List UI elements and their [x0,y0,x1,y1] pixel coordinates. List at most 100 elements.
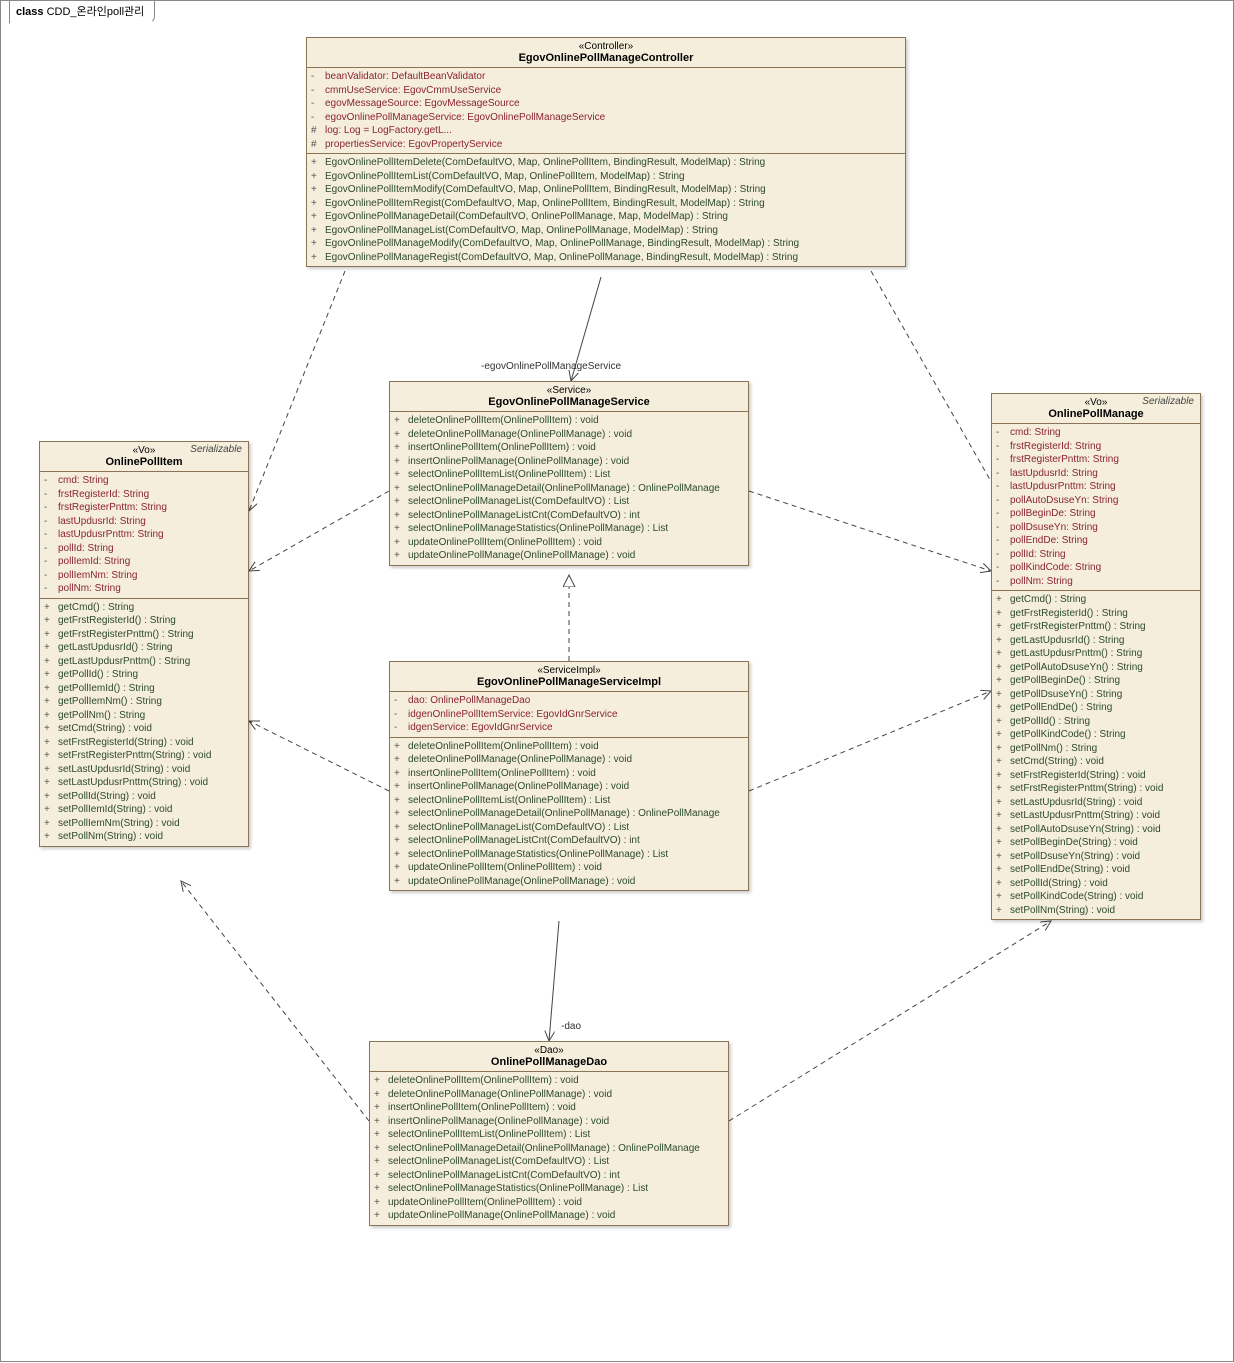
method-row: +setPollId(String) : void [996,877,1196,891]
method-row: +EgovOnlinePollManageDetail(ComDefaultVO… [311,210,901,224]
class-name: OnlinePollManage [998,408,1194,420]
title-prefix: class [16,6,44,18]
attributes-section: -beanValidator: DefaultBeanValidator-cmm… [307,68,905,154]
attribute-row: -dao: OnlinePollManageDao [394,694,744,708]
method-row: +insertOnlinePollItem(OnlinePollItem) : … [394,441,744,455]
class-name: EgovOnlinePollManageServiceImpl [396,676,742,688]
method-row: +getPollDsuseYn() : String [996,688,1196,702]
method-row: +setCmd(String) : void [996,755,1196,769]
method-row: +insertOnlinePollManage(OnlinePollManage… [374,1115,724,1129]
method-row: +setFrstRegisterPnttm(String) : void [996,782,1196,796]
attributes-section: -cmd: String-frstRegisterId: String-frst… [992,424,1200,591]
class-service: «Service»EgovOnlinePollManageService+del… [389,381,749,566]
class-name: OnlinePollManageDao [376,1056,722,1068]
method-row: +setLastUpdusrId(String) : void [44,763,244,777]
method-row: +getCmd() : String [996,593,1196,607]
method-row: +setFrstRegisterPnttm(String) : void [44,749,244,763]
class-voItem: Serializable«Vo»OnlinePollItem-cmd: Stri… [39,441,249,847]
class-header: «ServiceImpl»EgovOnlinePollManageService… [390,662,748,692]
method-row: +setPollNm(String) : void [44,830,244,844]
method-row: +setLastUpdusrPnttm(String) : void [996,809,1196,823]
method-row: +selectOnlinePollManageList(ComDefaultVO… [394,821,744,835]
class-controller: «Controller»EgovOnlinePollManageControll… [306,37,906,267]
attribute-row: #log: Log = LogFactory.getL... [311,124,901,138]
method-row: +deleteOnlinePollManage(OnlinePollManage… [374,1088,724,1102]
attribute-row: -lastUpdusrId: String [996,467,1196,481]
method-row: +setPollNm(String) : void [996,904,1196,918]
method-row: +selectOnlinePollManageListCnt(ComDefaul… [394,509,744,523]
method-row: +selectOnlinePollManageListCnt(ComDefaul… [394,834,744,848]
method-row: +deleteOnlinePollManage(OnlinePollManage… [394,428,744,442]
method-row: +EgovOnlinePollItemModify(ComDefaultVO, … [311,183,901,197]
method-row: +EgovOnlinePollManageList(ComDefaultVO, … [311,224,901,238]
method-row: +getFrstRegisterId() : String [996,607,1196,621]
attribute-row: -pollIemNm: String [44,569,244,583]
stereotype: «Controller» [313,41,899,52]
attribute-row: -egovOnlinePollManageService: EgovOnline… [311,111,901,125]
attribute-row: -frstRegisterId: String [996,440,1196,454]
method-row: +selectOnlinePollManageDetail(OnlinePoll… [394,807,744,821]
method-row: +getPollId() : String [44,668,244,682]
method-row: +getLastUpdusrPnttm() : String [996,647,1196,661]
method-row: +deleteOnlinePollItem(OnlinePollItem) : … [394,414,744,428]
method-row: +getCmd() : String [44,601,244,615]
class-diagram: class CDD_온라인poll관리 -egovOnlinePollManag… [0,0,1234,1362]
methods-section: +EgovOnlinePollItemDelete(ComDefaultVO, … [307,154,905,266]
method-row: +setPollBeginDe(String) : void [996,836,1196,850]
method-row: +deleteOnlinePollManage(OnlinePollManage… [394,753,744,767]
attribute-row: -pollKindCode: String [996,561,1196,575]
class-dao: «Dao»OnlinePollManageDao +deleteOnlinePol… [369,1041,729,1226]
method-row: +setPollKindCode(String) : void [996,890,1196,904]
class-voManage: Serializable«Vo»OnlinePollManage-cmd: St… [991,393,1201,920]
connector [749,691,991,791]
stereotype: «ServiceImpl» [396,665,742,676]
method-row: +updateOnlinePollItem(OnlinePollItem) : … [394,536,744,550]
attribute-row: -frstRegisterPnttm: String [44,501,244,515]
method-row: +deleteOnlinePollItem(OnlinePollItem) : … [374,1074,724,1088]
method-row: +getLastUpdusrPnttm() : String [44,655,244,669]
methods-section: +deleteOnlinePollItem(OnlinePollItem) : … [390,412,748,565]
method-row: +getPollBeginDe() : String [996,674,1196,688]
attribute-row: -beanValidator: DefaultBeanValidator [311,70,901,84]
connector [249,491,389,571]
method-row: +selectOnlinePollManageListCnt(ComDefaul… [374,1169,724,1183]
stereotype: «Dao» [376,1045,722,1056]
method-row: +getFrstRegisterPnttm() : String [996,620,1196,634]
attribute-row: -idgenOnlinePollItemService: EgovIdGnrSe… [394,708,744,722]
attribute-row: -frstRegisterId: String [44,488,244,502]
method-row: +setPollDsuseYn(String) : void [996,850,1196,864]
methods-section: +deleteOnlinePollItem(OnlinePollItem) : … [390,738,748,891]
connector [249,721,389,791]
attribute-row: -pollNm: String [996,575,1196,589]
method-row: +insertOnlinePollItem(OnlinePollItem) : … [374,1101,724,1115]
connector [549,921,559,1041]
method-row: +setPollId(String) : void [44,790,244,804]
method-row: +insertOnlinePollManage(OnlinePollManage… [394,455,744,469]
attribute-row: -pollAutoDsuseYn: String [996,494,1196,508]
attribute-row: -pollDsuseYn: String [996,521,1196,535]
connector [729,921,1051,1121]
methods-section: +deleteOnlinePollItem(OnlinePollItem) : … [370,1072,728,1225]
method-row: +selectOnlinePollManageStatistics(Online… [394,848,744,862]
method-row: +getPollId() : String [996,715,1196,729]
method-row: +updateOnlinePollItem(OnlinePollItem) : … [394,861,744,875]
method-row: +getLastUpdusrId() : String [44,641,244,655]
methods-section: +getCmd() : String+getFrstRegisterId() :… [40,599,248,846]
method-row: +getPollIemId() : String [44,682,244,696]
attribute-row: -pollBeginDe: String [996,507,1196,521]
methods-section: +getCmd() : String+getFrstRegisterId() :… [992,591,1200,919]
method-row: +getPollNm() : String [996,742,1196,756]
attribute-row: -cmd: String [44,474,244,488]
attribute-row: -cmmUseService: EgovCmmUseService [311,84,901,98]
class-header: «Dao»OnlinePollManageDao [370,1042,728,1072]
attribute-row: -pollId: String [44,542,244,556]
attribute-row: -pollId: String [996,548,1196,562]
method-row: +setPollAutoDsuseYn(String) : void [996,823,1196,837]
method-row: +setPollEndDe(String) : void [996,863,1196,877]
attributes-section: -dao: OnlinePollManageDao-idgenOnlinePol… [390,692,748,738]
connector [249,271,345,511]
method-row: +getLastUpdusrId() : String [996,634,1196,648]
method-row: +selectOnlinePollManageDetail(OnlinePoll… [394,482,744,496]
method-row: +selectOnlinePollManageList(ComDefaultVO… [374,1155,724,1169]
class-name: EgovOnlinePollManageService [396,396,742,408]
